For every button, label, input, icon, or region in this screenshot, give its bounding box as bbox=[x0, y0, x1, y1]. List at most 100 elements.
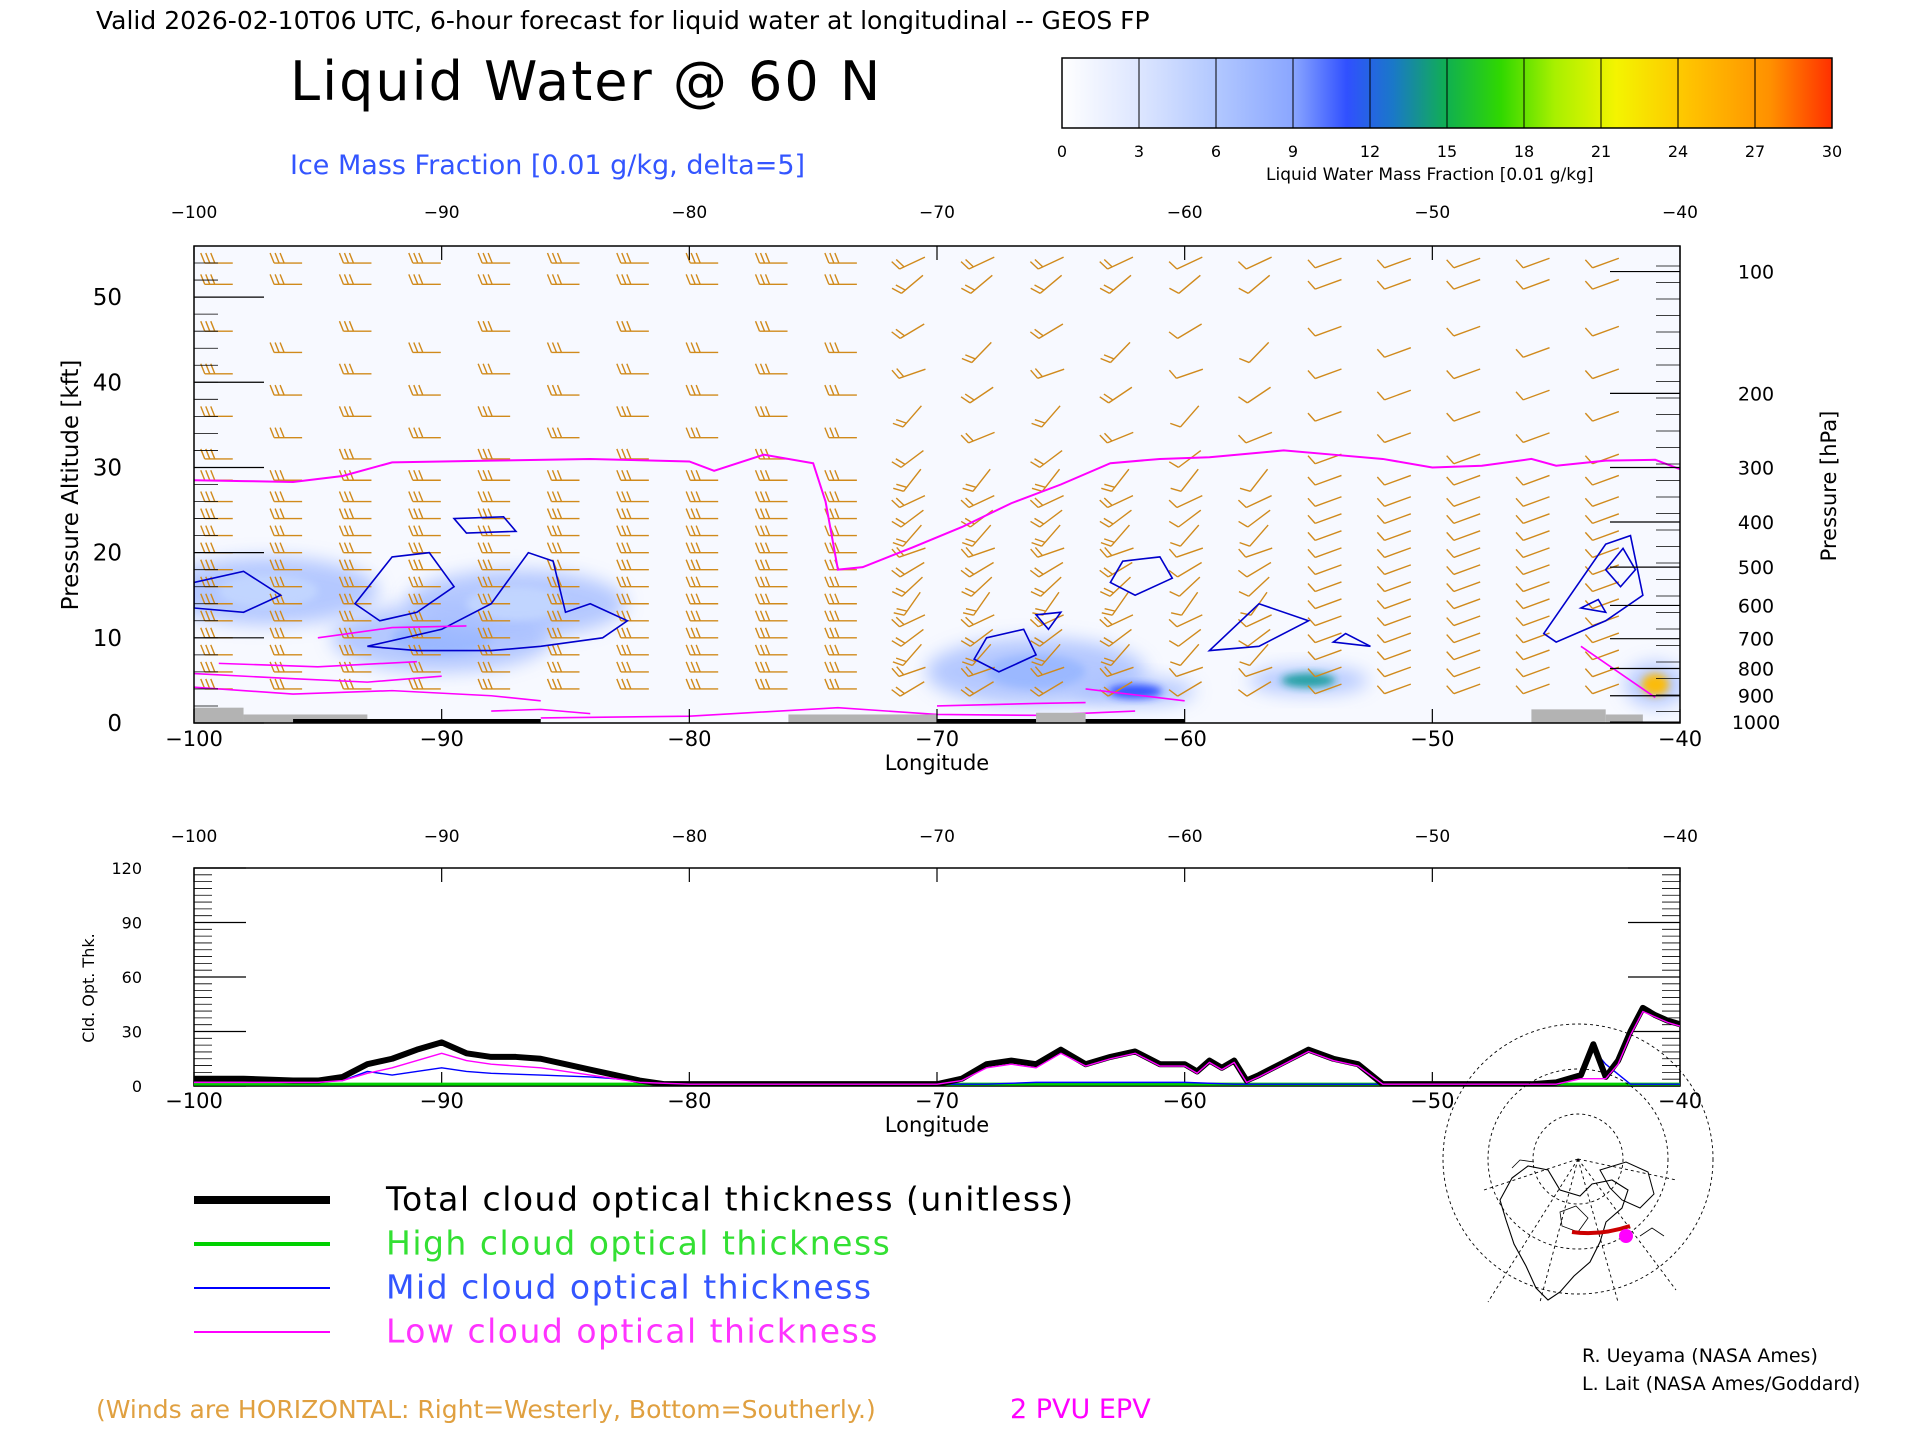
wind-barb bbox=[338, 661, 372, 673]
wind-barb bbox=[269, 576, 303, 588]
wind-barb bbox=[1376, 530, 1412, 542]
y2-tick-label: 800 bbox=[1738, 658, 1774, 680]
wind-barb bbox=[1237, 494, 1272, 509]
liquid-water-core bbox=[466, 586, 566, 621]
wind-barb bbox=[1307, 683, 1342, 695]
wind-barb bbox=[754, 542, 788, 554]
wind-barb bbox=[961, 274, 993, 294]
wind-barb bbox=[891, 576, 923, 597]
wind-barb bbox=[408, 274, 441, 286]
colorbar-label: Liquid Water Mass Fraction [0.01 g/kg] bbox=[1266, 165, 1593, 185]
colorbar-tick-label: 3 bbox=[1134, 142, 1144, 161]
wind-barb bbox=[338, 363, 372, 375]
y-tick-label: 10 bbox=[93, 626, 122, 652]
y-tick-label: 20 bbox=[93, 541, 122, 567]
wind-barb bbox=[338, 491, 372, 503]
wind-barb bbox=[685, 661, 719, 673]
ice-contour bbox=[452, 516, 518, 534]
wind-barb bbox=[546, 678, 580, 690]
wind-barb bbox=[269, 342, 303, 354]
wind-barb bbox=[269, 559, 303, 571]
wind-barb bbox=[1030, 628, 1063, 647]
colorbar: 0 3 6 9 12 15 18 21 24 27 30 Liquid Water Mass Fra… bbox=[1057, 57, 1842, 185]
wind-barb bbox=[1515, 496, 1550, 507]
wind-barb bbox=[1376, 278, 1412, 290]
wind-barb bbox=[200, 274, 233, 286]
wind-barb bbox=[960, 681, 994, 697]
wind-barb bbox=[1446, 453, 1481, 465]
wind-barb bbox=[1446, 598, 1481, 610]
wind-barb bbox=[1170, 405, 1200, 428]
ice-contour bbox=[973, 628, 1038, 673]
epv-2pvu-line bbox=[194, 449, 1680, 571]
wind-barb bbox=[1239, 643, 1269, 667]
wind-barb bbox=[1446, 368, 1481, 380]
top-x-tick-label: −90 bbox=[424, 827, 460, 847]
low-epv-contour bbox=[491, 708, 591, 715]
low-epv-contour bbox=[194, 686, 541, 702]
wind-barb bbox=[893, 591, 921, 616]
wind-barb bbox=[1239, 524, 1269, 547]
bottom-x-tick-label: −90 bbox=[420, 1089, 464, 1113]
wind-barb bbox=[1515, 649, 1550, 661]
wind-barb bbox=[477, 559, 511, 571]
wind-barb bbox=[1168, 256, 1203, 270]
y2-tick-label: 100 bbox=[1738, 262, 1774, 284]
y2-tick-label: 600 bbox=[1738, 595, 1774, 617]
wind-barb bbox=[616, 406, 649, 418]
wind-barb bbox=[269, 274, 303, 286]
wind-barb bbox=[546, 593, 580, 605]
ice-contour bbox=[1207, 602, 1311, 652]
wind-barb bbox=[616, 593, 649, 605]
wind-barb bbox=[824, 274, 857, 286]
colorbar-tick-label: 24 bbox=[1668, 142, 1688, 161]
wind-barb bbox=[1446, 649, 1481, 661]
wind-barb bbox=[824, 542, 857, 554]
wind-barb bbox=[338, 448, 372, 460]
wind-barb bbox=[269, 525, 303, 537]
wind-barb bbox=[1238, 386, 1271, 404]
legend-label-low: Low cloud optical thickness bbox=[386, 1312, 879, 1351]
wind-barb bbox=[1170, 524, 1200, 547]
wind-barb bbox=[824, 610, 857, 622]
wind-barb bbox=[754, 491, 788, 503]
wind-barb bbox=[1100, 524, 1130, 547]
y-tick-label: 30 bbox=[93, 455, 122, 481]
y2-tick-label: 200 bbox=[1738, 383, 1774, 405]
y-tick-label: 50 bbox=[93, 285, 122, 311]
epv-label: 2 PVU EPV bbox=[1010, 1394, 1151, 1425]
wind-barb bbox=[1307, 666, 1342, 678]
wind-barb bbox=[1237, 256, 1272, 270]
wind-barb bbox=[891, 666, 926, 678]
ice-contour bbox=[1034, 611, 1063, 631]
wind-barb bbox=[1099, 628, 1132, 647]
ice-contour bbox=[367, 551, 630, 652]
y-tick-label: 0 bbox=[132, 1077, 142, 1096]
wind-barb bbox=[477, 661, 511, 673]
wind-barb bbox=[1238, 547, 1273, 558]
y-tick-label: 60 bbox=[122, 968, 142, 987]
wind-barb bbox=[1446, 530, 1481, 542]
wind-barb bbox=[1170, 468, 1199, 492]
y-tick-label: 30 bbox=[122, 1023, 142, 1042]
wind-barb bbox=[408, 508, 441, 520]
bottom-x-tick-label: −80 bbox=[667, 727, 711, 751]
wind-barb bbox=[1307, 649, 1342, 661]
wind-barb bbox=[408, 593, 441, 605]
wind-barb bbox=[1515, 547, 1550, 559]
wind-barb bbox=[685, 559, 719, 571]
bottom-x-tick-label: −70 bbox=[915, 1089, 959, 1113]
wind-barb bbox=[1584, 513, 1620, 525]
wind-barb bbox=[546, 384, 580, 396]
wind-barb bbox=[824, 469, 857, 481]
wind-barb bbox=[546, 627, 580, 639]
wind-barb bbox=[1307, 474, 1342, 486]
wind-barb bbox=[1584, 632, 1620, 644]
y2-tick-label: 900 bbox=[1738, 686, 1774, 708]
y2-tick-label: 400 bbox=[1738, 512, 1774, 534]
wind-barb bbox=[1169, 576, 1201, 597]
wind-barb bbox=[1170, 591, 1199, 616]
wind-barb bbox=[754, 610, 788, 622]
wind-barb bbox=[1237, 614, 1272, 628]
wind-barb bbox=[338, 406, 372, 418]
